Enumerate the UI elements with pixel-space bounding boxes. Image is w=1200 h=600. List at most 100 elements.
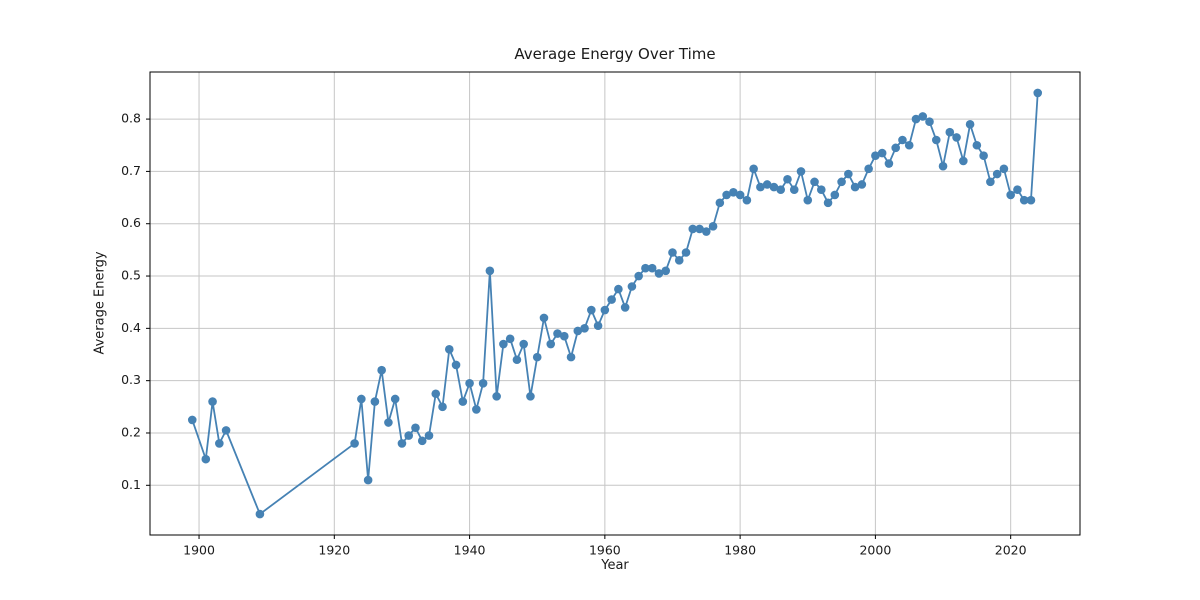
data-point [566, 352, 576, 362]
data-point [201, 454, 211, 464]
data-point [431, 389, 441, 399]
y-tick-label: 0.4 [121, 320, 141, 335]
data-point [749, 164, 758, 174]
data-point [1026, 195, 1036, 205]
x-tick-label: 1940 [454, 543, 486, 558]
x-tick-label: 2000 [859, 543, 891, 558]
y-tick-label: 0.2 [121, 424, 141, 439]
data-point [451, 360, 461, 370]
data-point [898, 135, 907, 145]
data-point [573, 326, 583, 336]
data-point [357, 394, 366, 404]
x-tick-label: 2020 [995, 543, 1027, 558]
data-point [377, 365, 386, 375]
data-point [627, 282, 637, 291]
data-point [729, 188, 738, 197]
data-point [681, 248, 691, 257]
data-point [803, 195, 813, 205]
data-point [884, 159, 894, 168]
data-point [979, 151, 988, 161]
data-point [810, 177, 819, 187]
data-point [221, 426, 231, 435]
data-point [1033, 88, 1043, 98]
data-point [546, 339, 556, 349]
data-point [830, 190, 840, 200]
x-tick-label: 1980 [724, 543, 756, 558]
data-point [614, 284, 623, 294]
data-point [1013, 185, 1022, 195]
data-point [925, 117, 934, 126]
data-point [789, 185, 799, 195]
y-tick-label: 0.3 [121, 372, 141, 387]
data-point [404, 431, 414, 440]
data-point [695, 224, 704, 234]
data-point [215, 439, 224, 448]
data-point [492, 392, 501, 401]
data-point [587, 305, 596, 315]
data-point [945, 127, 955, 137]
data-point [722, 190, 731, 200]
data-point [444, 344, 454, 354]
data-point [688, 224, 698, 234]
data-point [796, 167, 806, 176]
data-point [580, 324, 589, 333]
data-point [837, 177, 846, 187]
data-point [952, 133, 961, 142]
data-point [715, 198, 725, 208]
data-point [756, 182, 765, 192]
data-point [370, 397, 380, 406]
data-point [911, 114, 921, 124]
x-tick-label: 1960 [589, 543, 621, 558]
data-point [823, 198, 833, 208]
data-point [986, 177, 995, 187]
data-point [472, 405, 481, 414]
data-point [783, 174, 792, 184]
data-point [918, 112, 928, 121]
data-point [411, 423, 420, 433]
data-point [654, 269, 664, 278]
data-point [850, 182, 860, 192]
data-point [674, 256, 684, 265]
data-point [208, 397, 217, 406]
data-point [938, 161, 948, 171]
data-point [512, 355, 522, 365]
data-point [478, 378, 488, 388]
data-point [857, 180, 867, 189]
data-point [999, 164, 1009, 174]
data-point [735, 190, 745, 200]
data-point [965, 120, 975, 129]
data-point [816, 185, 826, 195]
x-tick-label: 1900 [183, 543, 215, 558]
data-point [458, 397, 468, 406]
y-tick-label: 0.1 [121, 477, 141, 492]
data-point [390, 394, 400, 404]
y-tick-label: 0.7 [121, 163, 141, 178]
data-point [539, 313, 549, 323]
data-point [417, 436, 427, 446]
data-point [959, 156, 968, 166]
data-point [553, 329, 562, 338]
data-point [931, 135, 941, 145]
data-point [769, 182, 779, 192]
data-point [992, 169, 1002, 179]
data-point [363, 475, 373, 485]
data-point [593, 321, 603, 331]
data-point [702, 227, 711, 236]
data-point [708, 222, 718, 231]
data-point [972, 140, 982, 150]
data-point [559, 331, 569, 341]
plot-border [149, 71, 1081, 536]
data-point [485, 266, 495, 276]
data-point [607, 295, 616, 304]
data-point [661, 266, 671, 276]
data-point [762, 180, 772, 189]
data-point [877, 148, 887, 158]
data-point [864, 164, 873, 174]
data-point [532, 352, 542, 362]
data-point [634, 271, 643, 281]
data-point [519, 339, 528, 349]
data-point [424, 431, 434, 440]
data-point [742, 195, 752, 205]
